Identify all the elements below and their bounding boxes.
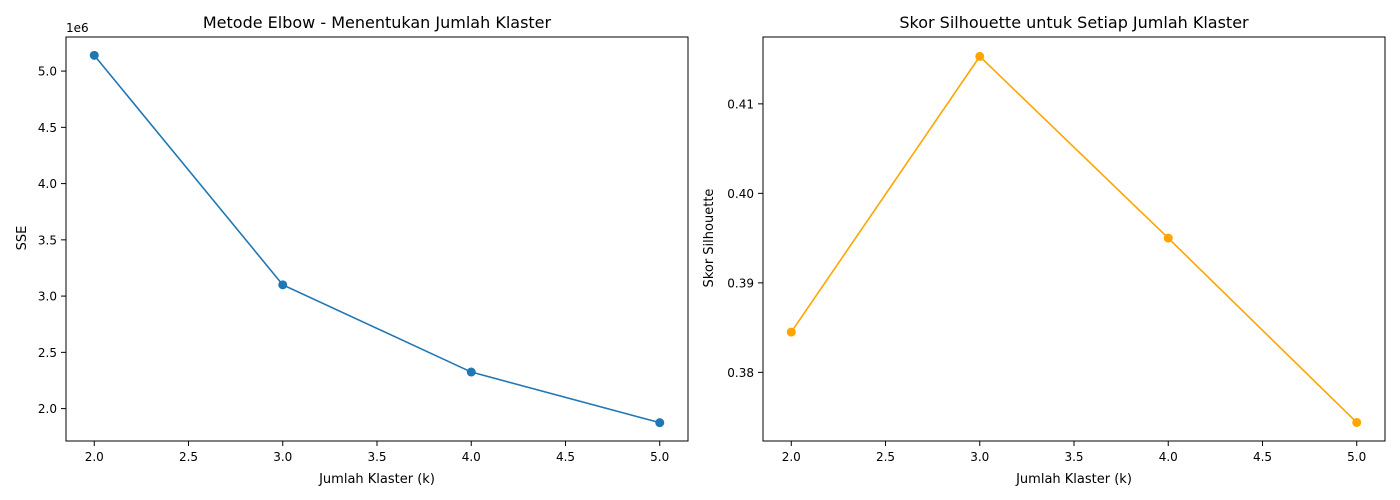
silhouette-data-point: [1352, 417, 1362, 427]
silhouette-x-tick-label: 5.0: [1347, 450, 1366, 464]
elbow-chart-title: Metode Elbow - Menentukan Jumlah Klaster: [203, 13, 552, 32]
elbow-x-axis-label: Jumlah Klaster (k): [318, 472, 435, 487]
silhouette-x-tick-label: 2.0: [782, 450, 801, 464]
silhouette-chart: Skor Silhouette untuk Setiap Jumlah Klas…: [702, 13, 1386, 487]
silhouette-data-point: [786, 327, 796, 337]
elbow-y-tick-label: 5.0: [38, 65, 57, 79]
silhouette-data-point: [1163, 233, 1173, 243]
elbow-data-point: [278, 280, 288, 290]
silhouette-x-tick-label: 2.5: [876, 450, 895, 464]
elbow-x-tick-label: 4.5: [556, 450, 575, 464]
silhouette-y-axis-label: Skor Silhouette: [702, 189, 717, 288]
silhouette-data-point: [975, 51, 985, 61]
elbow-x-tick-label: 2.5: [179, 450, 198, 464]
silhouette-x-tick-label: 4.0: [1159, 450, 1178, 464]
silhouette-x-tick-label: 3.0: [970, 450, 989, 464]
elbow-data-point: [89, 50, 99, 60]
silhouette-y-tick-label: 0.40: [727, 187, 754, 201]
silhouette-y-tick-label: 0.39: [727, 276, 754, 290]
elbow-x-tick-label: 3.0: [273, 450, 292, 464]
elbow-series-line: [93, 54, 660, 424]
silhouette-x-tick-label: 4.5: [1253, 450, 1272, 464]
elbow-x-tick-label: 3.5: [367, 450, 386, 464]
silhouette-x-tick-label: 3.5: [1064, 450, 1083, 464]
silhouette-x-axis-label: Jumlah Klaster (k): [1015, 472, 1132, 487]
elbow-y-tick-label: 3.0: [38, 290, 57, 304]
silhouette-series-line: [790, 55, 1358, 424]
elbow-y-tick-label: 4.0: [38, 177, 57, 191]
elbow-y-tick-label: 2.5: [38, 346, 57, 360]
elbow-y-tick-label: 4.5: [38, 121, 57, 135]
silhouette-y-tick-label: 0.41: [727, 97, 754, 111]
elbow-y-tick-label: 3.5: [38, 233, 57, 247]
elbow-data-point: [655, 418, 665, 428]
elbow-chart: Metode Elbow - Menentukan Jumlah Klaster…: [15, 13, 689, 487]
elbow-x-tick-label: 2.0: [85, 450, 104, 464]
elbow-y-tick-label: 2.0: [38, 402, 57, 416]
elbow-x-tick-label: 4.0: [462, 450, 481, 464]
elbow-x-tick-label: 5.0: [650, 450, 669, 464]
elbow-data-point: [466, 367, 476, 377]
elbow-y-offset-label: 1e6: [66, 21, 89, 35]
silhouette-chart-title: Skor Silhouette untuk Setiap Jumlah Klas…: [899, 13, 1249, 32]
elbow-y-axis-label: SSE: [15, 226, 30, 251]
silhouette-y-tick-label: 0.38: [727, 366, 754, 380]
